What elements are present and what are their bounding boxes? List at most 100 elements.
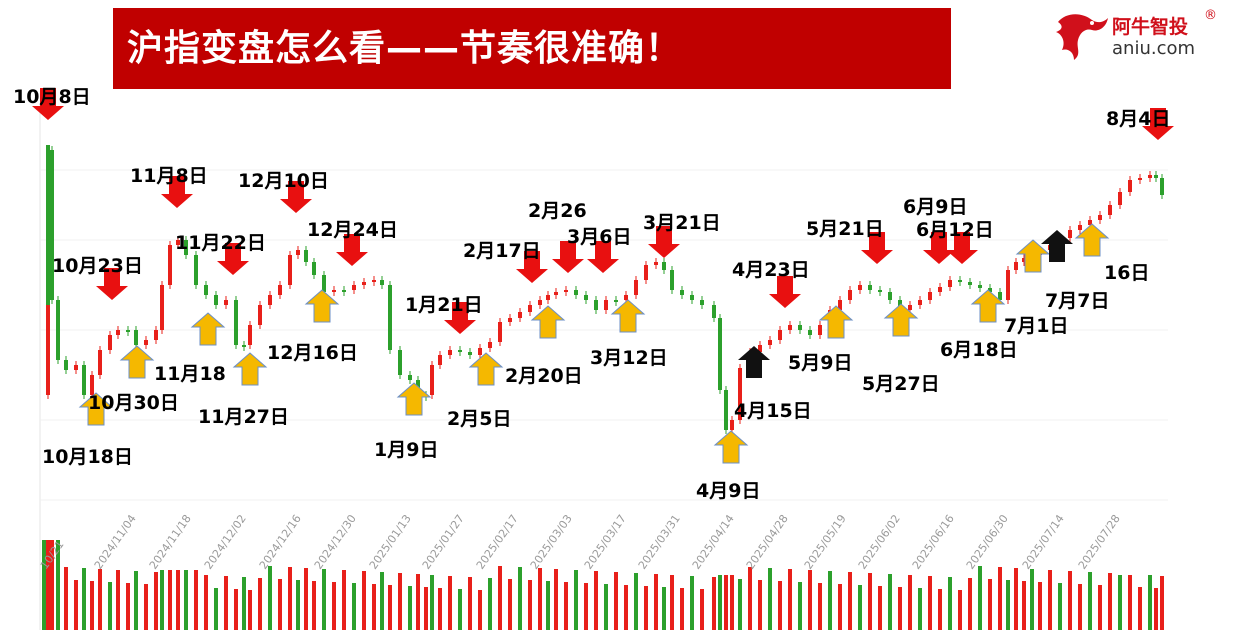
volume-bar [1068,571,1072,630]
volume-bar [372,584,376,630]
candle [268,295,272,305]
yellow-up-arrow-icon [396,382,432,416]
volume-bar [176,570,180,630]
candle [724,390,728,430]
candle [634,280,638,295]
candle [818,325,822,335]
candle [468,352,472,355]
volume-bar [108,582,112,630]
red-down-arrow-icon [587,241,619,273]
annotation-label: 11月18 [154,363,226,385]
annotation-label: 12月10日 [238,170,329,192]
volume-bar [614,572,618,630]
candle [448,350,452,355]
candle [738,368,742,420]
candle [998,292,1002,300]
candle [1154,175,1158,178]
candle [214,295,218,305]
annotation-label: 2月17日 [463,240,541,262]
candle [718,318,722,390]
x-tick-label: 2025/07/14 [1020,512,1067,571]
volume-bar [116,570,120,630]
candle [758,345,762,352]
red-down-arrow-icon [217,243,249,275]
candle [144,340,148,345]
volume-bar [690,576,694,630]
candle [670,270,674,290]
candle [258,305,262,325]
volume-bar [518,567,522,630]
black-up-arrow-icon [1041,230,1073,262]
annotation-label: 4月23日 [732,259,810,281]
yellow-up-arrow-icon [1074,223,1110,257]
yellow-up-arrow-icon [119,345,155,379]
candle [116,330,120,335]
volume-bar [46,540,50,630]
volume-bar [50,540,54,630]
annotation-label: 10月30日 [88,392,179,414]
volume-bar [498,566,502,630]
volume-bar [1030,569,1034,630]
volume-bar [584,583,588,630]
red-down-arrow-icon [161,176,193,208]
candle [888,292,892,300]
volume-bar [126,583,130,630]
title-banner: 沪指变盘怎么看——节奏很准确！ [113,8,951,89]
candle [64,360,68,370]
bull-logo-icon [1056,14,1108,61]
red-down-arrow-icon [280,181,312,213]
volume-bar [278,579,282,630]
annotation-label: 10月18日 [42,446,133,468]
candle [372,280,376,282]
volume-bar [528,580,532,630]
yellow-up-arrow-icon [530,305,566,339]
annotation-label: 10月8日 [13,86,91,108]
candle [430,365,434,395]
candle [546,295,550,300]
candle [1088,220,1092,225]
black-up-arrow-icon [738,346,770,378]
candle [234,300,238,345]
volume-bar [1038,582,1042,630]
candle [528,305,532,312]
candle [518,312,522,318]
annotation-label: 2月26 [528,200,587,222]
brand-logo: 阿牛智投 ® aniu.com [1052,8,1232,68]
red-down-arrow-icon [861,232,893,264]
volume-bar [1022,581,1026,630]
volume-bar [488,578,492,630]
volume-bar [430,575,434,630]
volume-bar [868,573,872,630]
candle [700,300,704,305]
volume-bar [738,579,742,630]
volume-bar [90,581,94,630]
x-tick-label: 2025/03/03 [528,512,575,571]
candle [978,285,982,288]
candle [662,262,666,270]
red-down-arrow-icon [648,226,680,258]
candle [614,300,618,302]
volume-bar [242,577,246,630]
volume-bar [858,585,862,630]
annotation-label: 6月12日 [916,219,994,241]
candle [408,375,412,380]
candle [808,330,812,335]
volume-bar [388,585,392,630]
volume-bar [644,586,648,630]
volume-bar [380,572,384,630]
volume-bar [1160,576,1164,630]
volume-bar [74,580,78,630]
candle [296,250,300,255]
annotation-label: 8月4日 [1106,108,1170,130]
volume-bar [788,569,792,630]
candle [380,280,384,285]
volume-bar [304,568,308,630]
red-down-arrow-icon [946,232,978,264]
candle [554,292,558,295]
candle [82,365,86,395]
volume-bar [938,589,942,630]
volume-bar [438,588,442,630]
candle [1138,178,1142,180]
volume-bar [724,575,728,630]
candle [878,290,882,292]
